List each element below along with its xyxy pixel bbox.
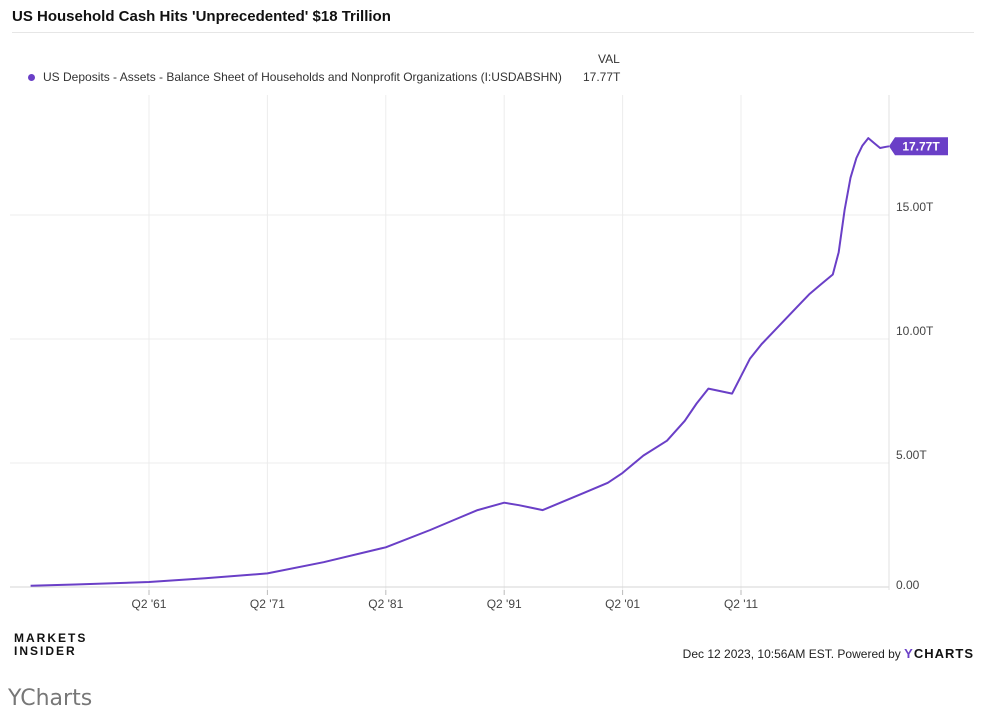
legend-entry[interactable]: US Deposits - Assets - Balance Sheet of … (28, 70, 562, 84)
x-tick-label: Q2 '71 (250, 597, 285, 611)
ycharts-logo-mark: Y (904, 646, 914, 661)
legend-series-name: US Deposits - Assets - Balance Sheet of … (43, 70, 562, 84)
ycharts-logo-text: CHARTS (913, 646, 974, 661)
value-column-header: VAL (598, 52, 620, 66)
image-caption: YCharts (8, 686, 93, 711)
chart-title: US Household Cash Hits 'Unprecedented' $… (12, 8, 391, 25)
x-tick-label: Q2 '11 (724, 597, 758, 611)
markets-insider-logo: MARKETS INSIDER (14, 632, 87, 658)
legend-marker-icon (28, 73, 35, 81)
x-tick-label: Q2 '91 (487, 597, 522, 611)
y-tick-label: 15.00T (896, 200, 934, 214)
x-tick-label: Q2 '81 (368, 597, 403, 611)
x-tick-label: Q2 '61 (132, 597, 167, 611)
series-line[interactable] (30, 137, 890, 587)
y-tick-label: 10.00T (896, 324, 934, 338)
footer-attribution: Dec 12 2023, 10:56AM EST. Powered by YCH… (683, 646, 974, 661)
last-value-flag (889, 137, 948, 156)
title-divider (12, 32, 974, 33)
x-tick-label: Q2 '01 (605, 597, 640, 611)
y-tick-label: 0.00 (896, 578, 920, 592)
footer-timestamp: Dec 12 2023, 10:56AM EST. Powered by (682, 647, 901, 661)
last-value-label: 17.77T (902, 139, 940, 153)
y-tick-label: 5.00T (896, 448, 927, 462)
legend-series-value: 17.77T (583, 70, 621, 84)
logo-line-2: INSIDER (14, 644, 77, 658)
ycharts-logo[interactable]: YCHARTS (904, 646, 974, 661)
logo-line-1: MARKETS (14, 631, 88, 645)
